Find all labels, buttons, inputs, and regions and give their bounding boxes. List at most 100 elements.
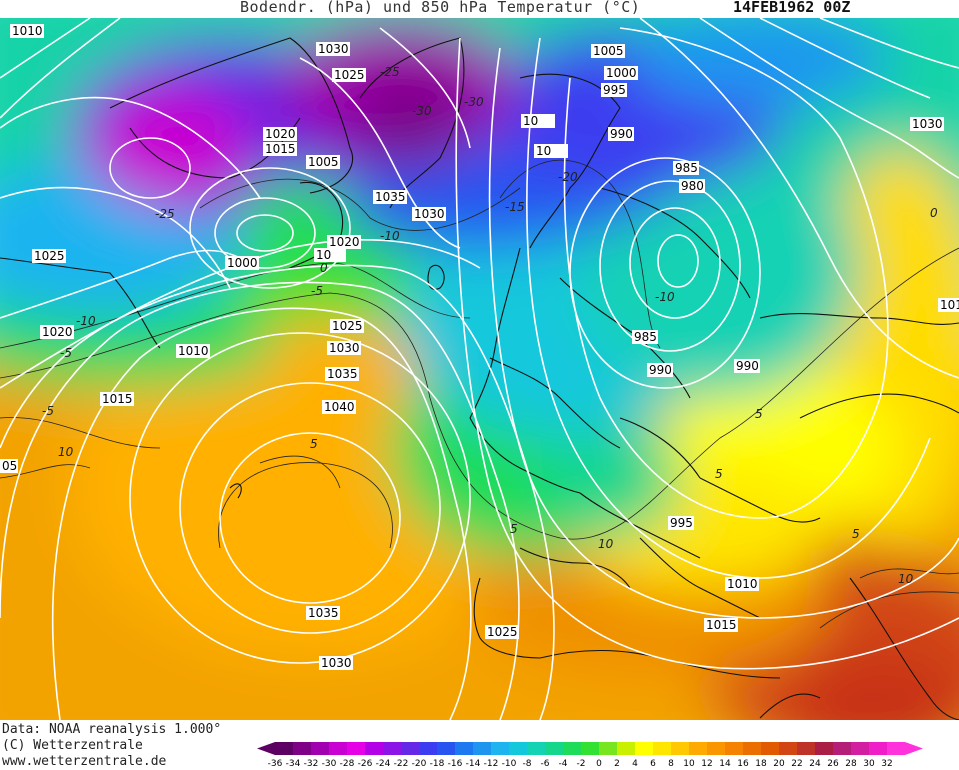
legend-tick-label: -2 (577, 759, 586, 768)
pressure-label: 05 (0, 459, 18, 473)
legend-color-box (887, 742, 905, 755)
pressure-label: 1020 (327, 235, 361, 249)
legend-tick-label: 28 (845, 759, 857, 768)
temperature-label: -15 (505, 200, 525, 214)
svg-text:990: 990 (649, 363, 672, 377)
pressure-label: 990 (647, 363, 673, 377)
svg-text:1025: 1025 (332, 319, 363, 333)
pressure-label: 1025 (330, 319, 364, 333)
svg-text:1035: 1035 (308, 606, 339, 620)
legend-color-box (527, 742, 545, 755)
legend-color-box (869, 742, 887, 755)
pressure-label: 1000 (225, 256, 259, 270)
pressure-label: 1010 (725, 577, 759, 591)
svg-text:10: 10 (536, 144, 551, 158)
pressure-label: 10 (314, 248, 346, 262)
pressure-label: 980 (679, 179, 705, 193)
legend-color-box (347, 742, 365, 755)
pressure-label: 1015 (100, 392, 134, 406)
svg-text:985: 985 (675, 161, 698, 175)
data-source-credit: Data: NOAA reanalysis 1.000° (2, 722, 222, 737)
svg-text:1030: 1030 (912, 117, 943, 131)
pressure-label: 1035 (373, 190, 407, 204)
pressure-label: 995 (668, 516, 694, 530)
svg-text:1030: 1030 (318, 42, 349, 56)
legend-color-box (419, 742, 437, 755)
pressure-label: 1030 (319, 656, 353, 670)
legend-color-box (797, 742, 815, 755)
copyright-credit: (C) Wetterzentrale (2, 738, 143, 753)
pressure-label: 990 (608, 127, 634, 141)
legend-color-box (491, 742, 509, 755)
pressure-label: 1010 (938, 298, 959, 312)
legend-color-box (401, 742, 419, 755)
temperature-label: 0 (930, 206, 938, 220)
svg-text:1030: 1030 (329, 341, 360, 355)
pressure-label: 1010 (10, 24, 44, 38)
legend-color-box (743, 742, 761, 755)
legend-tick-label: -8 (523, 759, 532, 768)
temperature-label: -5 (60, 346, 72, 360)
pressure-label: 985 (632, 330, 658, 344)
title-bar: Bodendr. (hPa) und 850 hPa Temperatur (°… (0, 0, 959, 18)
legend-tick-label: -18 (430, 759, 445, 768)
temperature-contours (0, 159, 959, 629)
temperature-label: 10 (598, 537, 614, 551)
legend-color-box (671, 742, 689, 755)
legend-tick-label: -16 (448, 759, 463, 768)
legend-tick-label: 16 (737, 759, 749, 768)
svg-text:1020: 1020 (42, 325, 73, 339)
legend-tick-label: 8 (668, 759, 674, 768)
legend-color-box (509, 742, 527, 755)
legend-tick-label: 18 (755, 759, 767, 768)
temperature-label: 5 (310, 437, 318, 451)
temperature-label: 0 (320, 261, 328, 275)
legend-tick-label: -26 (358, 759, 373, 768)
pressure-label: 1010 (176, 344, 210, 358)
temperature-labels: -25 -30 -30 -25 -20 -15 -10 -10 -5 -10 -… (42, 65, 938, 586)
pressure-label: 1025 (332, 68, 366, 82)
pressure-label: 1005 (591, 44, 625, 58)
svg-text:1025: 1025 (487, 625, 518, 639)
legend-color-box (689, 742, 707, 755)
temperature-label: 10 (898, 572, 914, 586)
pressure-label: 1035 (325, 367, 359, 381)
pressure-label: 1015 (263, 142, 297, 156)
svg-text:995: 995 (603, 83, 626, 97)
weather-map-svg: 1010 1030 1025 1005 1000 995 990 985 980… (0, 18, 959, 720)
legend-tick-label: 10 (683, 759, 695, 768)
svg-text:1015: 1015 (102, 392, 133, 406)
legend-color-box (779, 742, 797, 755)
legend-color-box (653, 742, 671, 755)
legend-tick-label: 4 (632, 759, 638, 768)
legend-color-box (761, 742, 779, 755)
legend-color-box (599, 742, 617, 755)
svg-text:1035: 1035 (327, 367, 358, 381)
legend-color-box (329, 742, 347, 755)
legend-arrow-right (905, 742, 923, 755)
pressure-label: 1005 (306, 155, 340, 169)
legend-color-box (437, 742, 455, 755)
temperature-label: 5 (755, 407, 763, 421)
pressure-label: 1030 (316, 42, 350, 56)
svg-text:1010: 1010 (12, 24, 43, 38)
legend-tick-label: -4 (559, 759, 568, 768)
svg-text:1035: 1035 (375, 190, 406, 204)
legend-tick-label: -28 (340, 759, 355, 768)
legend-color-box (473, 742, 491, 755)
svg-text:1010: 1010 (940, 298, 959, 312)
temperature-label: -10 (380, 229, 400, 243)
svg-text:1015: 1015 (265, 142, 296, 156)
svg-text:1000: 1000 (227, 256, 258, 270)
pressure-labels: 1010 1030 1025 1005 1000 995 990 985 980… (0, 24, 959, 670)
website-link[interactable]: www.wetterzentrale.de (2, 754, 167, 769)
svg-text:1025: 1025 (34, 249, 65, 263)
temperature-label: 5 (510, 522, 518, 536)
svg-text:1030: 1030 (321, 656, 352, 670)
footer: Data: NOAA reanalysis 1.000° (C) Wetterz… (0, 720, 959, 770)
legend-tick-label: 30 (863, 759, 875, 768)
legend-tick-labels: -36 -34 -32 -30 -28 -26 -24 -22 -20 -18 -16 -14 -12-… (268, 759, 893, 768)
pressure-label: 985 (673, 161, 699, 175)
svg-text:995: 995 (670, 516, 693, 530)
legend-tick-label: 0 (596, 759, 602, 768)
